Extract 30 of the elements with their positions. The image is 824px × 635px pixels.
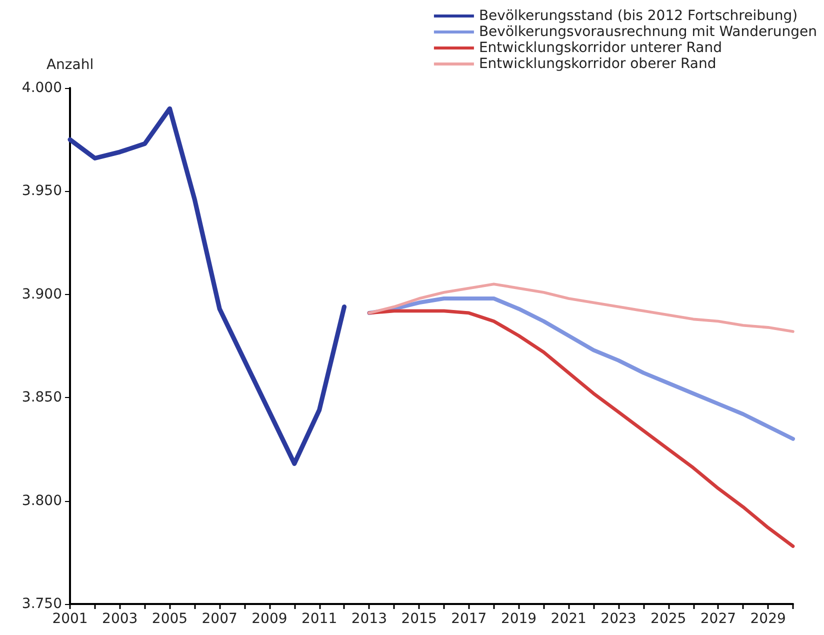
x-tick-label: 2017 bbox=[451, 611, 487, 627]
x-tick-label: 2013 bbox=[351, 611, 387, 627]
x-tick-label: 2011 bbox=[301, 611, 338, 627]
y-tick-label: 3.950 bbox=[22, 183, 62, 200]
x-tick-label: 2021 bbox=[550, 611, 586, 627]
y-tick-label: 3.900 bbox=[22, 286, 62, 302]
line-series bbox=[368, 282, 794, 333]
x-tick-label: 2027 bbox=[700, 611, 736, 627]
line-series bbox=[367, 309, 795, 548]
y-tick-label: 3.750 bbox=[22, 596, 62, 612]
x-tick-label: 2019 bbox=[500, 611, 537, 627]
x-tick-label: 2001 bbox=[52, 611, 88, 627]
x-tick-label: 2029 bbox=[750, 611, 786, 627]
x-tick-label: 2009 bbox=[252, 611, 288, 627]
x-tick-label: 2023 bbox=[600, 611, 636, 627]
legend-label: Entwicklungskorridor unterer Rand bbox=[478, 40, 722, 56]
y-tick-label: 3.850 bbox=[22, 390, 62, 406]
line-series bbox=[367, 296, 795, 441]
line-series bbox=[68, 106, 347, 466]
y-tick-label: 4.000 bbox=[22, 80, 62, 96]
legend-label: Bevölkerungsstand (bis 2012 Fortschreibung) bbox=[478, 8, 798, 24]
x-tick-label: 2003 bbox=[102, 611, 138, 627]
x-tick-label: 2005 bbox=[152, 611, 188, 627]
y-axis-title: Anzahl bbox=[46, 57, 94, 73]
legend-label: Bevölkerungsvorausrechnung mit Wanderungen bbox=[478, 24, 818, 40]
x-tick-label: 2025 bbox=[650, 611, 686, 627]
x-tick-label: 2015 bbox=[401, 611, 437, 627]
x-tick-label: 2007 bbox=[202, 611, 238, 627]
legend-label: Entwicklungskorridor oberer Rand bbox=[478, 56, 716, 72]
y-tick-label: 3.800 bbox=[22, 492, 62, 509]
